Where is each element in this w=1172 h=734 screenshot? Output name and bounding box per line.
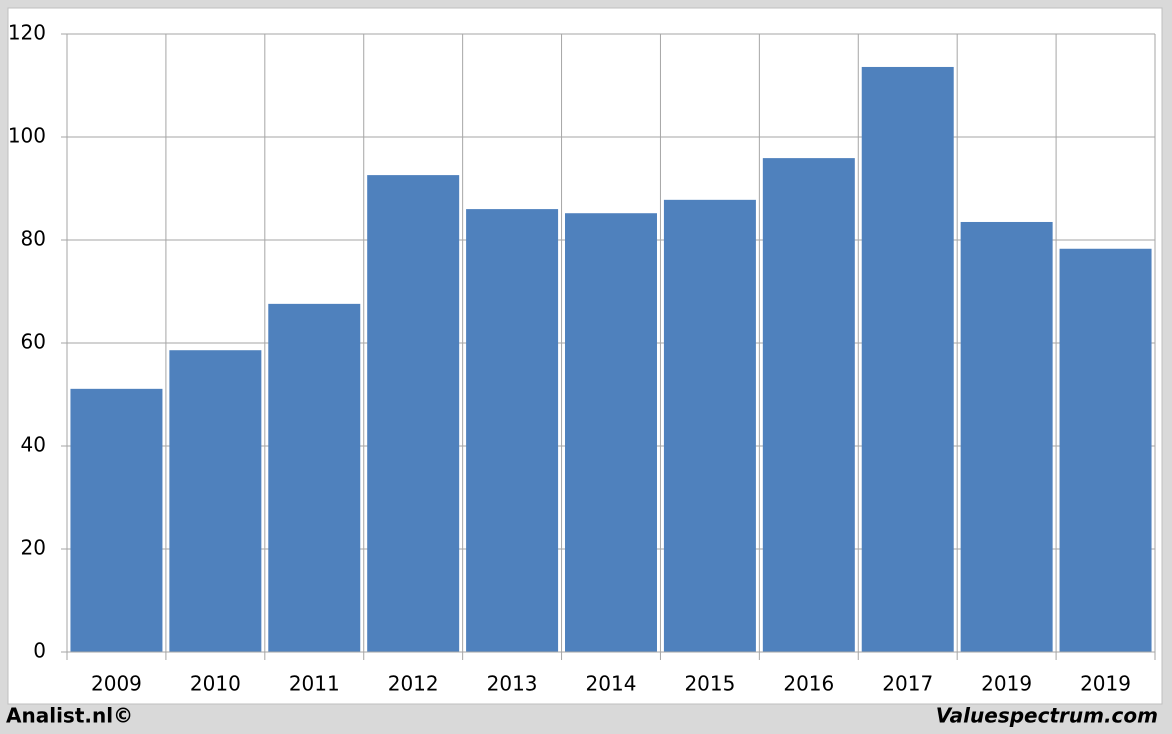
y-tick-label: 0 xyxy=(33,639,46,663)
x-tick-label: 2011 xyxy=(289,672,340,696)
x-tick-label: 2017 xyxy=(882,672,933,696)
x-tick-label: 2019 xyxy=(981,672,1032,696)
bar xyxy=(70,388,163,652)
x-tick-label: 2014 xyxy=(586,672,637,696)
y-tick-label: 100 xyxy=(8,124,46,148)
x-tick-label: 2010 xyxy=(190,672,241,696)
x-tick-label: 2019 xyxy=(1080,672,1131,696)
y-tick-label: 120 xyxy=(8,21,46,45)
y-tick-label: 40 xyxy=(21,433,46,457)
y-tick-label: 80 xyxy=(21,227,46,251)
bar xyxy=(1059,248,1152,652)
bar xyxy=(762,158,855,653)
bar xyxy=(466,209,559,652)
bar xyxy=(565,213,657,652)
y-tick-label: 60 xyxy=(21,330,46,354)
x-tick-label: 2015 xyxy=(684,672,735,696)
x-tick-label: 2009 xyxy=(91,672,142,696)
bar xyxy=(960,221,1053,652)
bar xyxy=(367,175,460,653)
x-tick-label: 2012 xyxy=(388,672,439,696)
bar xyxy=(861,66,954,652)
bar xyxy=(268,303,361,652)
bar xyxy=(169,350,262,652)
bar xyxy=(663,199,756,652)
y-tick-label: 20 xyxy=(21,536,46,560)
x-tick-label: 2013 xyxy=(487,672,538,696)
credit-text: Valuespectrum.com xyxy=(936,704,1158,728)
source-text: Analist.nl© xyxy=(6,704,133,728)
x-tick-label: 2016 xyxy=(783,672,834,696)
